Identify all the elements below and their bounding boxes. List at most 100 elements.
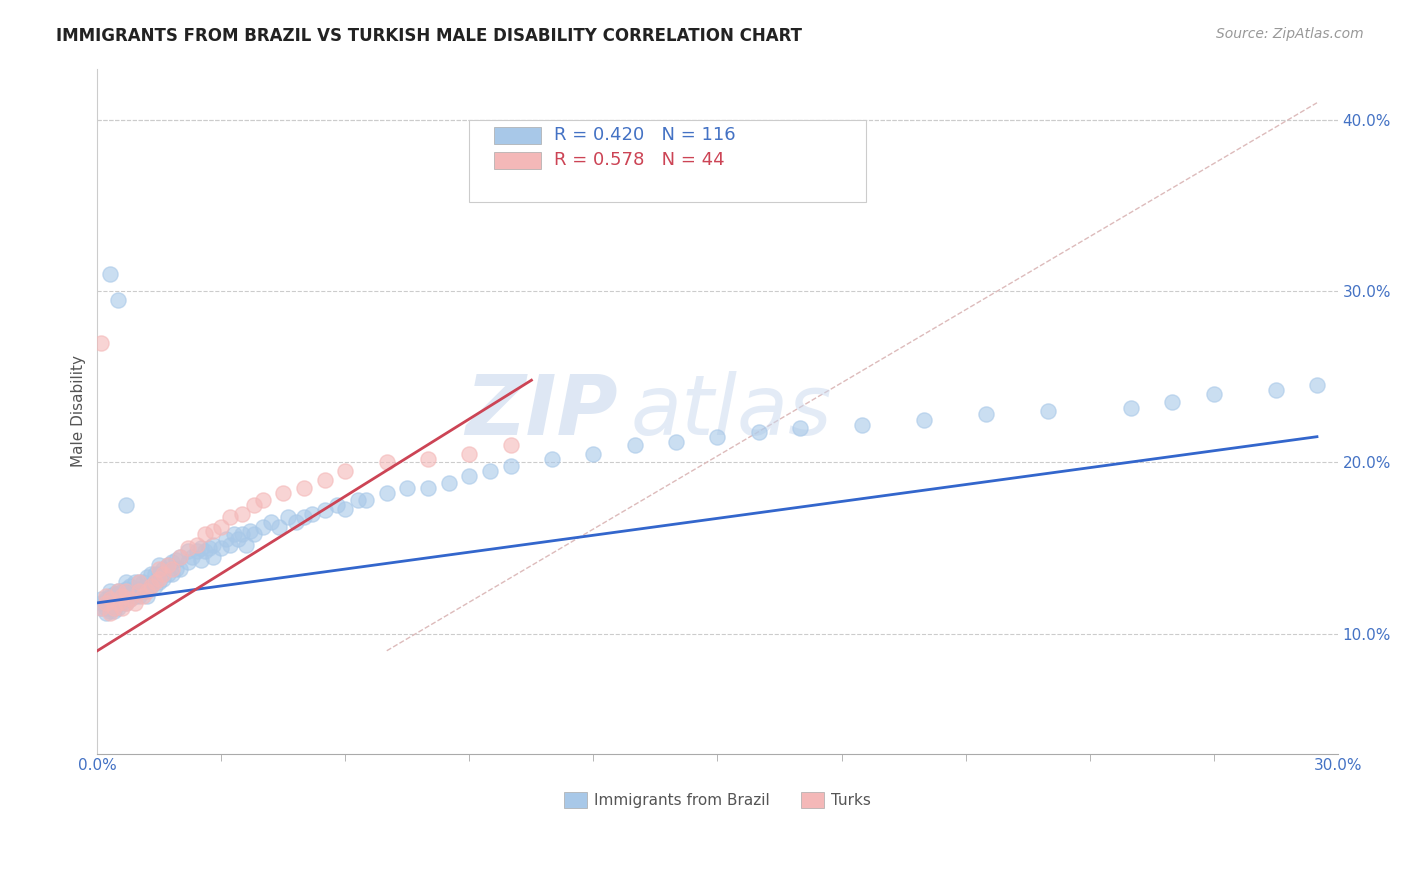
Point [103,601,125,615]
Point [458,469,481,483]
Point [269,520,291,534]
Point [98,601,121,615]
Point [226,533,249,547]
Point [177,541,200,555]
Point [335,501,357,516]
Point [98,596,121,610]
Point [120,583,142,598]
Point [252,520,274,534]
Point [107,592,129,607]
Text: R = 0.578   N = 44: R = 0.578 N = 44 [554,152,724,169]
Point [665,434,688,449]
Point [231,527,253,541]
Point [111,589,134,603]
Point [103,592,125,607]
Point [94,596,117,610]
Point [346,493,368,508]
Point [107,583,129,598]
Point [375,486,398,500]
Point [156,558,179,573]
Point [156,558,179,573]
Point [128,575,150,590]
Point [186,538,208,552]
Point [98,589,121,603]
Point [1264,384,1286,398]
Point [706,430,728,444]
Point [152,572,174,586]
Point [169,549,191,564]
Point [132,589,155,603]
Point [194,544,217,558]
Text: R = 0.420   N = 116: R = 0.420 N = 116 [554,126,735,144]
Point [98,583,121,598]
Point [143,579,166,593]
Point [156,566,179,581]
Point [479,464,502,478]
Point [111,601,134,615]
Point [120,592,142,607]
Point [177,544,200,558]
Text: atlas: atlas [631,370,832,451]
Point [120,579,142,593]
Point [252,493,274,508]
Point [912,412,935,426]
Text: ZIP: ZIP [465,370,619,451]
Point [103,596,125,610]
Point [103,601,125,615]
Point [128,575,150,590]
Point [235,538,257,552]
Point [115,575,138,590]
Point [624,438,647,452]
Point [139,579,162,593]
Point [124,596,146,610]
Point [103,604,125,618]
Point [214,533,236,547]
Point [181,549,204,564]
Point [132,575,155,590]
Point [90,592,112,607]
Point [437,475,460,490]
Point [128,582,150,596]
Point [260,516,283,530]
Point [139,579,162,593]
Point [231,507,253,521]
Point [124,575,146,590]
Point [499,438,522,452]
Point [160,566,183,581]
Point [152,561,174,575]
Text: IMMIGRANTS FROM BRAZIL VS TURKISH MALE DISABILITY CORRELATION CHART: IMMIGRANTS FROM BRAZIL VS TURKISH MALE D… [56,27,803,45]
Point [194,527,217,541]
FancyBboxPatch shape [470,120,866,202]
Point [94,606,117,620]
Point [136,589,159,603]
Point [107,583,129,598]
Point [120,592,142,607]
Point [103,587,125,601]
Point [458,447,481,461]
Point [111,596,134,610]
Point [148,575,170,590]
Bar [495,153,541,169]
Point [243,527,266,541]
Y-axis label: Male Disability: Male Disability [72,355,86,467]
Point [1038,404,1060,418]
Point [190,541,212,555]
Point [115,596,138,610]
Point [186,544,208,558]
Point [111,589,134,603]
Point [115,498,138,512]
Point [94,589,117,603]
Point [198,541,221,555]
Point [851,417,873,432]
Point [335,464,357,478]
Point [115,596,138,610]
Point [277,510,299,524]
Point [160,561,183,575]
Point [243,498,266,512]
Text: Source: ZipAtlas.com: Source: ZipAtlas.com [1216,27,1364,41]
Point [94,601,117,615]
Point [582,447,605,461]
Point [128,583,150,598]
Point [1306,378,1329,392]
Point [148,572,170,586]
